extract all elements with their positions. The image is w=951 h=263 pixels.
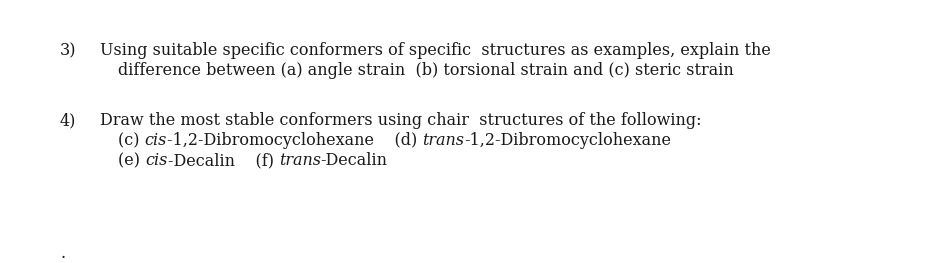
Text: cis: cis — [146, 152, 167, 169]
Text: -1,2-Dibromocyclohexane    (d): -1,2-Dibromocyclohexane (d) — [167, 132, 422, 149]
Text: Using suitable specific conformers of specific  structures as examples, explain : Using suitable specific conformers of sp… — [100, 42, 771, 59]
Text: (e): (e) — [118, 152, 146, 169]
Text: trans: trans — [279, 152, 320, 169]
Text: Draw the most stable conformers using chair  structures of the following:: Draw the most stable conformers using ch… — [100, 112, 702, 129]
Text: 3): 3) — [60, 42, 76, 59]
Text: 4): 4) — [60, 112, 76, 129]
Text: .: . — [60, 245, 65, 262]
Text: -Decalin: -Decalin — [320, 152, 388, 169]
Text: trans: trans — [422, 132, 464, 149]
Text: -Decalin    (f): -Decalin (f) — [167, 152, 279, 169]
Text: (c): (c) — [118, 132, 145, 149]
Text: difference between (a) angle strain  (b) torsional strain and (c) steric strain: difference between (a) angle strain (b) … — [118, 62, 734, 79]
Text: -1,2-Dibromocyclohexane: -1,2-Dibromocyclohexane — [464, 132, 671, 149]
Text: cis: cis — [145, 132, 167, 149]
